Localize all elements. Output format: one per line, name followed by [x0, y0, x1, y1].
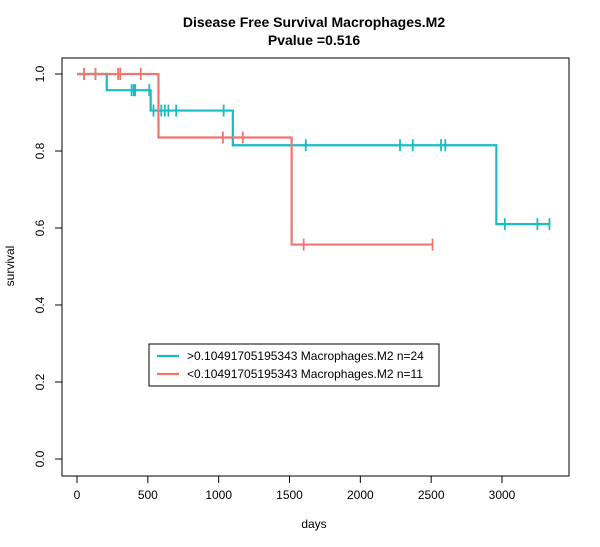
survival-curve [77, 72, 433, 246]
chart-subtitle: Pvalue =0.516 [268, 32, 360, 48]
y-axis-label: survival [3, 246, 17, 287]
y-tick-label: 0.6 [33, 219, 47, 236]
x-tick-label: 2000 [347, 488, 374, 502]
x-tick-label: 3000 [489, 488, 516, 502]
x-tick-label: 2500 [418, 488, 445, 502]
y-tick-label: 0.4 [33, 296, 47, 313]
x-tick-label: 500 [138, 488, 158, 502]
axes: 0 500 1000 1500 2000 2500 3000 0.0 0.2 0.4 0.6 0.8 1… [33, 65, 516, 502]
survival-series [77, 68, 551, 231]
plot-box [61, 57, 570, 477]
x-axis-label: days [301, 517, 326, 531]
x-tick-label: 1500 [276, 488, 303, 502]
x-tick-label: 1000 [205, 488, 232, 502]
y-tick-label: 1.0 [33, 65, 47, 82]
legend-box [148, 343, 440, 387]
y-tick-label: 0.0 [33, 450, 47, 467]
survival-series [77, 68, 434, 251]
legend-entry: <0.10491705195343 Macrophages.M2 n=11 [187, 367, 423, 381]
legend-entry: >0.10491705195343 Macrophages.M2 n=24 [187, 349, 424, 363]
y-tick-label: 0.2 [33, 373, 47, 390]
survival-curve [77, 72, 550, 226]
x-tick-label: 0 [74, 488, 81, 502]
chart-title: Disease Free Survival Macrophages.M2 [183, 14, 445, 30]
legend: >0.10491705195343 Macrophages.M2 n=24 <0.… [148, 343, 440, 387]
y-tick-label: 0.8 [33, 142, 47, 159]
series-layer [77, 68, 551, 251]
